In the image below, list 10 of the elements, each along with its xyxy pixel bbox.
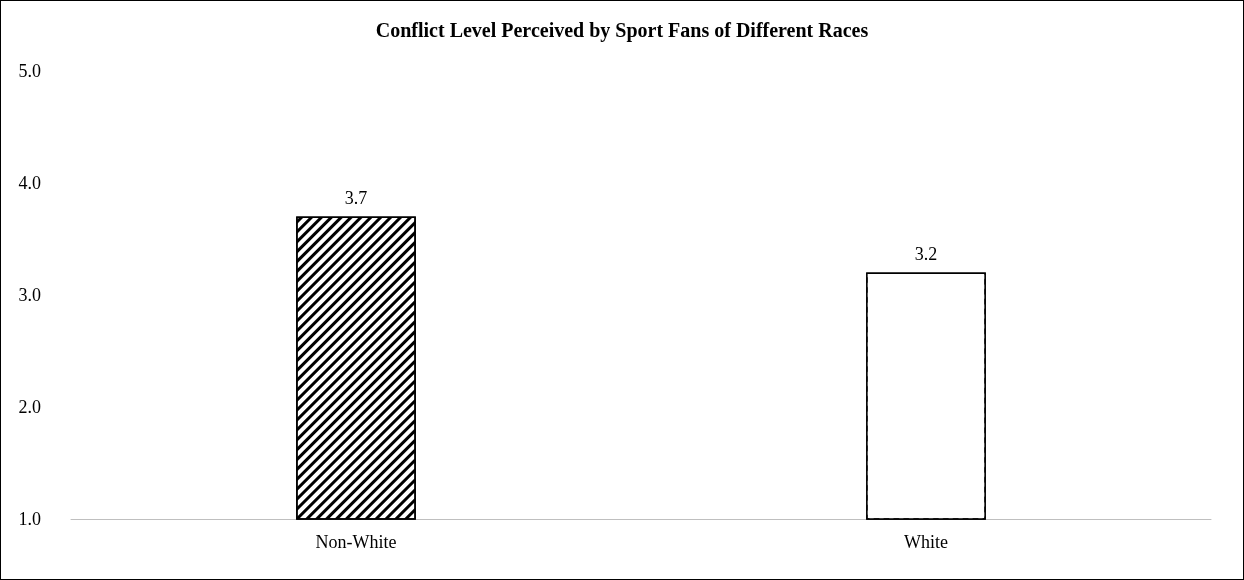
data-label: 3.2: [914, 243, 938, 264]
x-tick-label: Non-White: [315, 532, 397, 552]
data-label: 3.7: [344, 187, 368, 208]
y-tick-label: 4.0: [18, 173, 41, 193]
y-tick-label: 5.0: [18, 61, 41, 81]
y-tick-label: 1.0: [18, 509, 41, 529]
y-tick-label: 2.0: [18, 397, 41, 417]
y-tick-label: 3.0: [18, 285, 41, 305]
chart-title: Conflict Level Perceived by Sport Fans of Different Races: [375, 19, 869, 42]
x-tick-label: White: [904, 532, 948, 552]
